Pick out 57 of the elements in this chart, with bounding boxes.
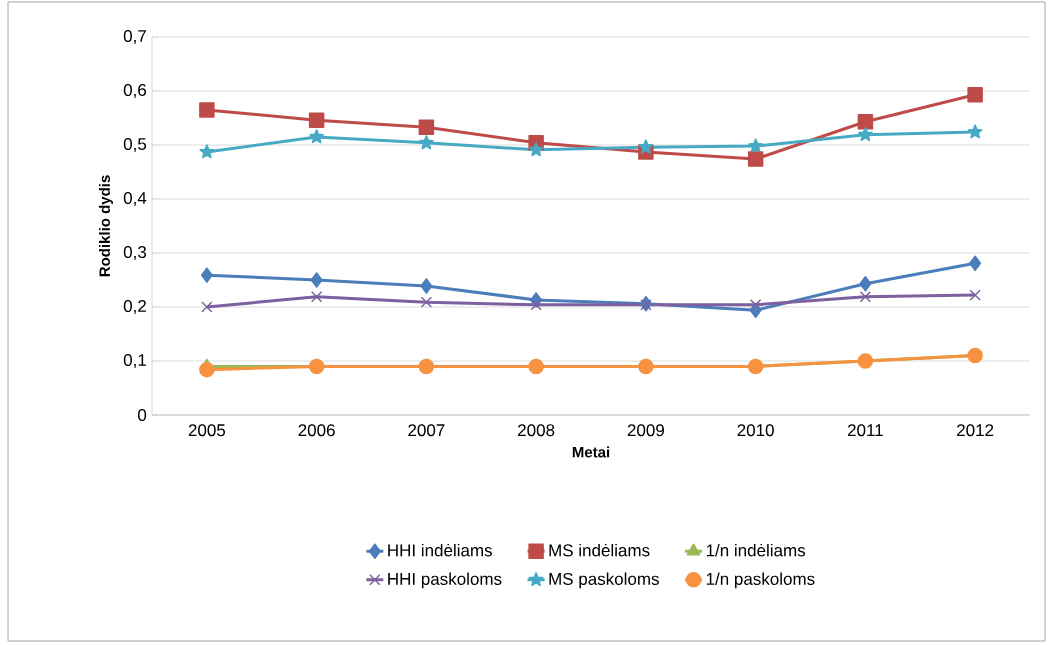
point <box>310 291 323 303</box>
point <box>528 142 544 157</box>
y-tick-label: 0,5 <box>123 137 147 153</box>
point <box>528 358 544 375</box>
point <box>859 291 872 303</box>
x-tick-label: 2009 <box>627 424 664 437</box>
y-axis-title: Rodiklio dydis <box>98 175 113 277</box>
point <box>747 151 764 167</box>
point <box>967 87 983 103</box>
y-tick-label: 0,7 <box>123 29 146 45</box>
point <box>638 358 654 375</box>
x-tick-label: 2006 <box>298 424 335 437</box>
point <box>749 299 762 311</box>
point <box>969 289 981 301</box>
point <box>857 126 873 142</box>
point <box>310 272 323 288</box>
x-tick-label: 2007 <box>408 424 445 437</box>
legend-label: HHI indėliams <box>388 543 492 557</box>
point <box>199 361 215 378</box>
x-tick-label: 2008 <box>518 424 555 437</box>
legend-label: MS paskoloms <box>549 572 659 589</box>
legend-label: HHI paskoloms <box>388 572 502 589</box>
point <box>530 299 542 311</box>
y-tick-label: 0,1 <box>123 353 146 369</box>
point <box>418 358 435 375</box>
legend-label: 1/n paskoloms <box>706 572 815 589</box>
x-axis-title: Metai <box>572 446 610 458</box>
point <box>857 114 874 130</box>
point <box>967 347 983 364</box>
x-tick-label: 2005 <box>188 424 226 437</box>
point <box>308 112 325 128</box>
point <box>969 255 982 272</box>
x-tick-label: 2012 <box>957 424 994 437</box>
point <box>309 129 325 144</box>
point <box>308 358 325 375</box>
point <box>967 124 983 139</box>
point <box>420 296 433 308</box>
x-tick-label: 2010 <box>737 424 774 437</box>
point <box>859 276 872 292</box>
point <box>748 138 764 153</box>
point <box>201 301 213 313</box>
point <box>638 139 654 154</box>
legend-label: MS indėliams <box>549 543 650 557</box>
point <box>199 144 215 159</box>
point <box>418 135 434 150</box>
legend-label: 1/n indėliams <box>706 543 806 557</box>
x-tick-label: 2011 <box>847 424 883 437</box>
y-tick-label: 0,6 <box>123 83 147 99</box>
point <box>420 278 433 294</box>
y-tick-label: 0 <box>138 408 147 422</box>
point <box>199 102 215 118</box>
y-tick-label: 0,2 <box>123 299 146 315</box>
point <box>200 267 213 283</box>
y-tick-label: 0,3 <box>123 245 147 261</box>
point <box>418 119 435 135</box>
y-tick-label: 0,4 <box>123 191 147 207</box>
point <box>747 358 764 375</box>
